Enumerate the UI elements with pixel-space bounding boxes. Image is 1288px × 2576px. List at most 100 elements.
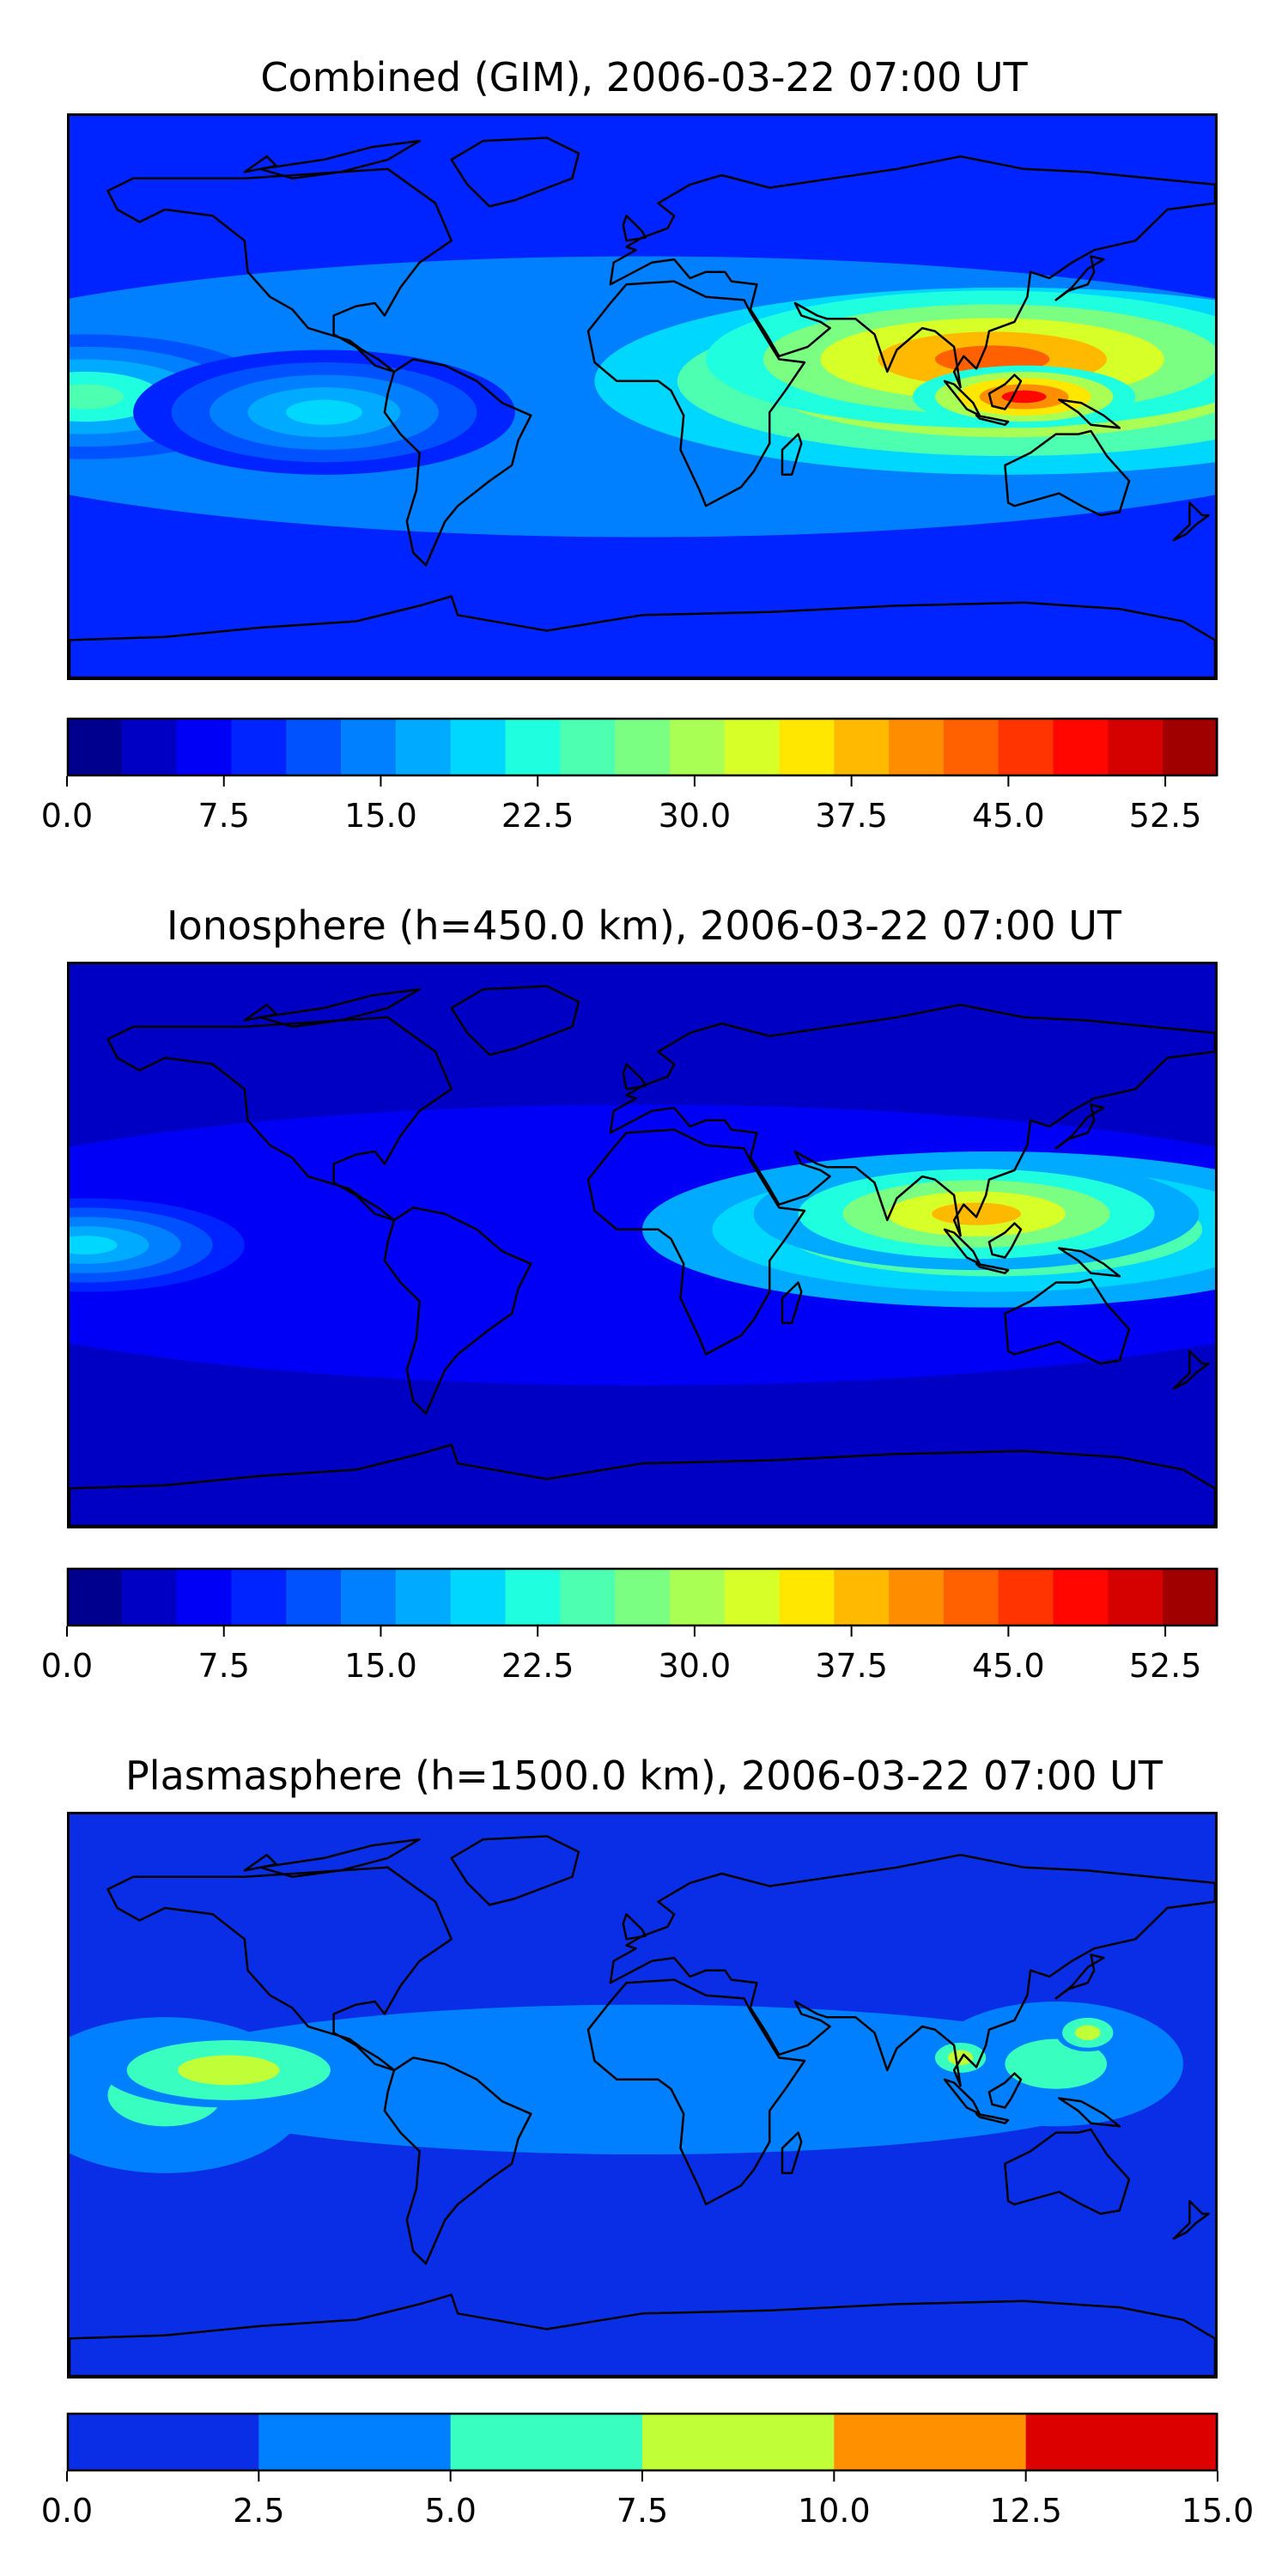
colorbar-segment: [834, 718, 890, 776]
colorbar-segment: [231, 718, 287, 776]
colorbar-segment: [258, 2413, 452, 2471]
coastline: [781, 2131, 803, 2175]
colorbar-segment: [1053, 1568, 1109, 1626]
coastline: [450, 985, 580, 1056]
colorbar-segment: [669, 1568, 726, 1626]
colorbar-tick-label: 15.0: [344, 1647, 417, 1685]
coastline: [943, 380, 981, 417]
coastline: [1054, 1103, 1105, 1150]
colorbar-segment: [560, 718, 616, 776]
colorbar-segment: [1163, 718, 1218, 776]
panel-3-map: [67, 1812, 1218, 2379]
colorbar-tick-label: 37.5: [815, 797, 888, 835]
coastline: [943, 2078, 981, 2116]
colorbar-segment: [395, 1568, 452, 1626]
coastline: [383, 1206, 532, 1415]
map-contour-blob: [203, 2063, 254, 2078]
coastline: [586, 1978, 806, 2206]
colorbar-segment: [669, 718, 726, 776]
colorbar-segment: [450, 718, 507, 776]
map-contour-blob: [1030, 2051, 1082, 2077]
colorbar-border: [66, 2412, 1218, 2472]
colorbar-tick-label: 22.5: [501, 797, 574, 835]
colorbar-segment: [642, 2413, 835, 2471]
colorbar-segment: [1108, 718, 1163, 776]
colorbar-segment: [1025, 2413, 1218, 2471]
colorbar-segment: [176, 718, 233, 776]
coastline: [586, 280, 806, 507]
colorbar-border: [66, 1567, 1218, 1627]
colorbar-segment: [1053, 718, 1109, 776]
colorbar-tick-label: 7.5: [197, 797, 250, 835]
colorbar-segment: [67, 2413, 259, 2471]
coastline: [106, 1866, 453, 2072]
coastline: [586, 1128, 806, 1356]
coastline: [383, 358, 532, 567]
colorbar-tick-label: 45.0: [972, 797, 1045, 835]
map-contour-blob: [932, 1202, 1021, 1225]
colorbar-segment: [724, 1568, 781, 1626]
coastline: [1004, 1278, 1131, 1365]
panel-2-map: [67, 962, 1218, 1528]
coastline: [943, 1228, 981, 1266]
colorbar-tick-label: 45.0: [972, 1647, 1045, 1685]
colorbar-segment: [779, 1568, 835, 1626]
coastline: [781, 433, 803, 477]
colorbar-segment: [943, 718, 999, 776]
map-contour-blob: [70, 384, 124, 410]
colorbar-segment: [450, 1568, 507, 1626]
coastline: [1172, 1350, 1210, 1390]
colorbar-tick-label: 12.5: [989, 2492, 1062, 2530]
coastline: [259, 987, 421, 1028]
colorbar-tick-label: 0.0: [40, 797, 94, 835]
colorbar-segment: [1163, 1568, 1218, 1626]
colorbar-segment: [395, 718, 452, 776]
colorbar-segment: [67, 718, 123, 776]
map-contour-blob: [285, 399, 362, 425]
coastline: [450, 137, 580, 208]
colorbar-segment: [341, 1568, 397, 1626]
map-contour-blob: [70, 1236, 118, 1255]
coastline: [1054, 255, 1105, 301]
colorbar-segment: [450, 2413, 643, 2471]
panel-1-colorbar: [66, 717, 1218, 787]
colorbar-segment: [998, 718, 1054, 776]
coastline: [383, 2057, 532, 2265]
colorbar-tick-label: 52.5: [1128, 1647, 1202, 1685]
coastline: [243, 155, 278, 173]
coastline: [781, 1281, 803, 1325]
colorbar-tick-label: 52.5: [1128, 797, 1202, 835]
colorbar-segment: [286, 718, 342, 776]
coastline: [609, 155, 1215, 389]
coastline: [259, 1838, 421, 1878]
coastline: [106, 1016, 453, 1222]
coastline: [1058, 398, 1121, 429]
coastline: [975, 2112, 1010, 2124]
colorbar-tick-label: 30.0: [658, 1647, 732, 1685]
colorbar-border: [66, 717, 1218, 777]
colorbar-segment: [615, 718, 671, 776]
panel-3-title: Plasmasphere (h=1500.0 km), 2006-03-22 0…: [125, 1753, 1163, 1799]
coastline: [70, 2293, 1215, 2376]
colorbar-tick-label: 7.5: [197, 1647, 250, 1685]
coastline: [243, 1003, 278, 1022]
coastline: [1172, 501, 1210, 542]
coastline: [450, 1835, 580, 1906]
coastline: [1058, 2097, 1121, 2128]
coastline: [987, 2072, 1023, 2109]
colorbar-segment: [176, 1568, 233, 1626]
colorbar-segment: [889, 718, 945, 776]
panel-3-colorbar: [66, 2412, 1218, 2482]
colorbar-segment: [505, 1568, 561, 1626]
colorbar-tick-label: 0.0: [40, 1647, 94, 1685]
coastline: [609, 1003, 1215, 1237]
colorbar-segment: [615, 1568, 671, 1626]
panel-1-map: [67, 113, 1218, 680]
coastline: [70, 595, 1215, 677]
colorbar-segment: [341, 718, 397, 776]
coastline: [1054, 1953, 1105, 2000]
coastline: [622, 1913, 647, 1941]
colorbar-segment: [505, 718, 561, 776]
colorbar-segment: [1108, 1568, 1163, 1626]
coastline: [243, 1853, 278, 1872]
